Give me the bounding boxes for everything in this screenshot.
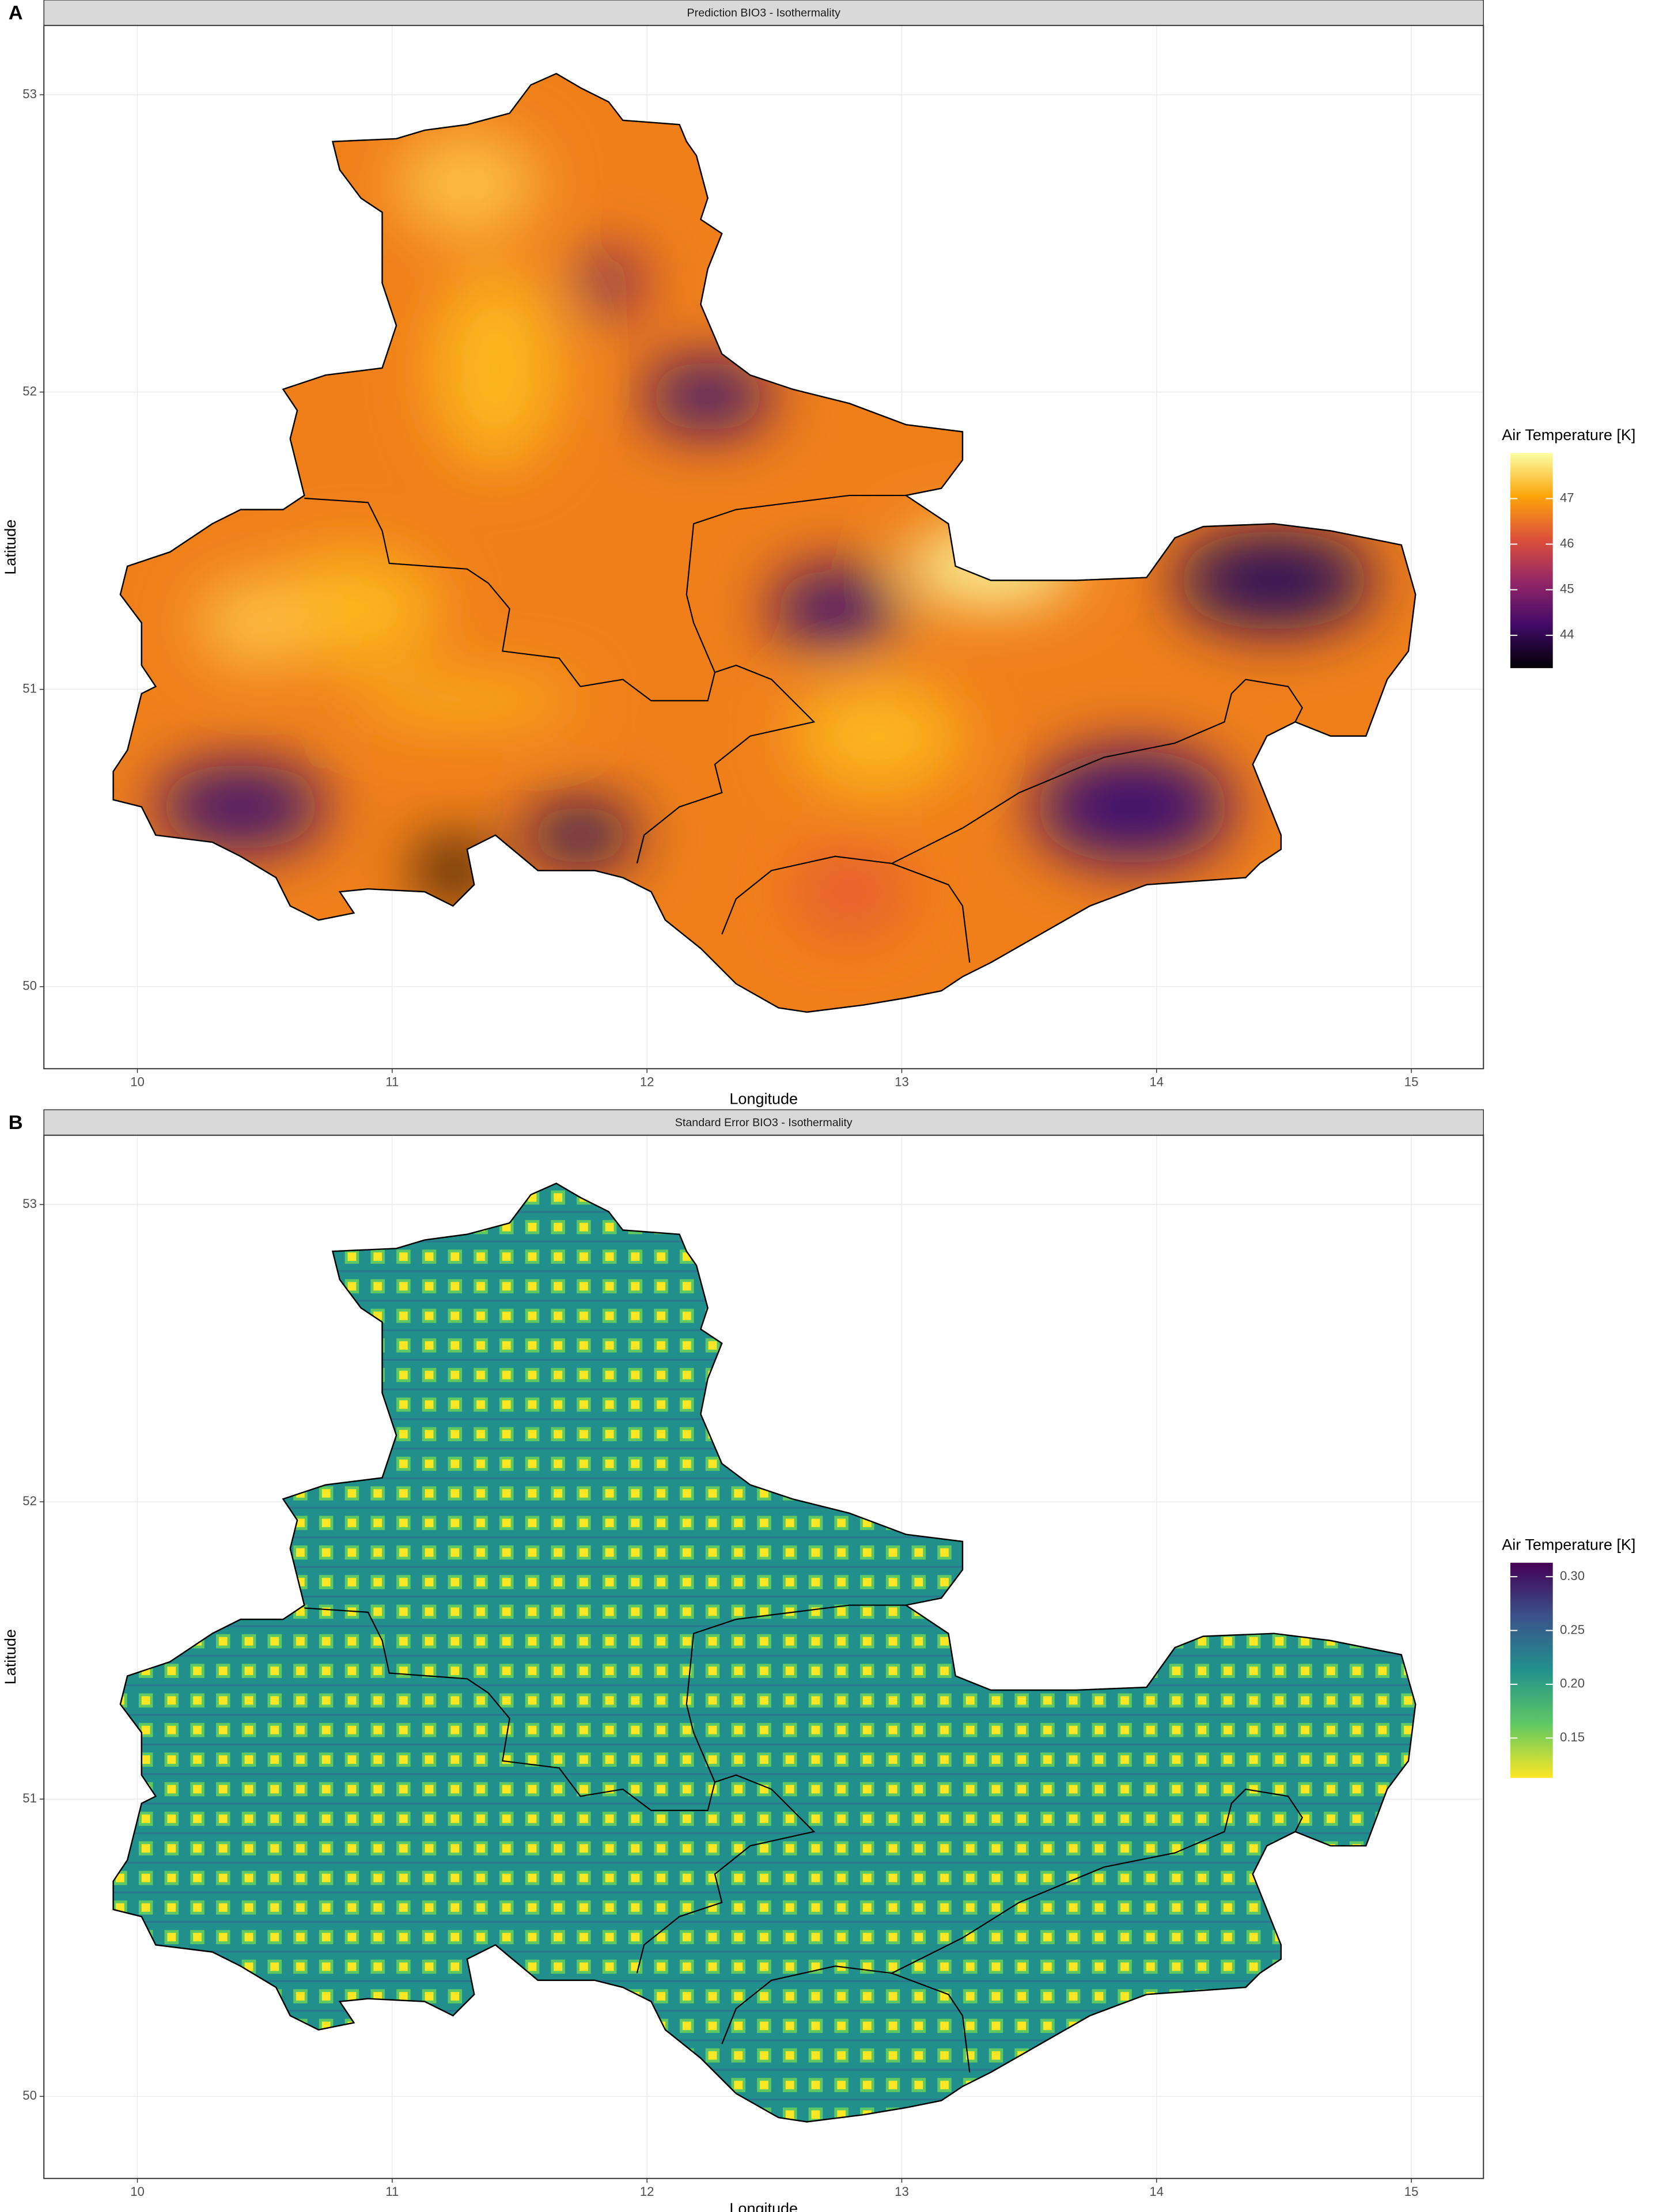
y-tick-label: 50 [22,979,37,993]
x-tick-label: 10 [130,2184,145,2199]
colorbar-tick-label: 44 [1560,627,1574,642]
y-axis-title: Latitude [2,520,19,575]
raster-blob [793,679,963,793]
region-border [721,1965,971,2073]
y-tick-label: 51 [22,1791,37,1805]
strip [43,0,1484,26]
region-border [721,855,971,963]
x-tick-label: 12 [640,1075,654,1089]
raster-blob [198,580,312,665]
plot-frame [43,25,1484,1070]
colorbar-tick-label: 47 [1560,490,1574,505]
raster-blob [354,679,581,722]
colorbar-tick-label: 0.25 [1560,1622,1585,1637]
raster [113,73,1416,1012]
x-tick-label: 13 [895,2184,909,2199]
region-border [891,1788,1304,1974]
strip [43,1109,1484,1136]
raster-blob [577,255,640,312]
raster-blob [156,764,326,850]
raster-blob [396,134,538,234]
raster-blob [771,569,899,649]
region-outline [112,73,1416,1013]
y-tick-label: 52 [22,1494,37,1508]
raster-blob [793,849,906,934]
raster-blob [644,361,772,432]
raster-blob [268,552,439,665]
strip-title: Standard Error BIO3 - Isothermality [675,1116,853,1129]
colorbar [1510,453,1553,668]
region-border [304,1607,816,1974]
x-tick-label: 11 [385,2184,399,2199]
x-tick-label: 15 [1404,2184,1419,2199]
legend-title: Air Temperature [K] [1502,426,1635,444]
raster-blob [1175,531,1373,630]
plot-frame [43,1134,1484,2179]
raster [113,1183,1416,2122]
x-tick-label: 11 [385,1075,399,1089]
colorbar-tick-label: 45 [1560,582,1574,596]
y-axis-title: Latitude [2,1629,19,1684]
colorbar-tick-label: 0.15 [1560,1730,1585,1744]
region-border [685,494,906,673]
y-tick-label: 52 [22,384,37,398]
colorbar-tick-label: 0.20 [1560,1676,1585,1691]
region-border [891,679,1304,864]
colorbar [1510,1562,1553,1778]
legend-title: Air Temperature [K] [1502,1536,1635,1553]
x-tick-label: 12 [640,2184,654,2199]
raster-blob [524,804,637,866]
panel: A Prediction BIO3 - Isothermality 10 11 12 13… [2,0,1635,1107]
x-axis-title: Longitude [729,1090,798,1107]
panel: B Standard Error BIO3 - Isothermality 10 11… [2,1109,1635,2212]
x-axis-title: Longitude [729,2200,798,2212]
x-tick-label: 14 [1149,1075,1164,1089]
x-tick-label: 10 [130,1075,145,1089]
region-border [685,1604,906,1783]
panel-label: B [9,1112,23,1134]
colorbar-tick-label: 46 [1560,536,1574,550]
x-tick-label: 15 [1404,1075,1419,1089]
panel-label: A [9,2,23,24]
x-tick-label: 13 [895,1075,909,1089]
y-tick-label: 53 [22,1196,37,1211]
raster-blob [431,268,559,467]
raster-blobs [156,134,1373,934]
y-tick-label: 53 [22,86,37,101]
y-tick-label: 50 [22,2088,37,2103]
raster-blob [1033,750,1232,863]
y-tick-label: 51 [22,681,37,696]
raster-base [113,1183,1416,2122]
region-border [304,497,816,864]
region-outline [112,1182,1416,2123]
x-tick-label: 14 [1149,2184,1164,2199]
strip-title: Prediction BIO3 - Isothermality [687,7,841,20]
colorbar-tick-label: 0.30 [1560,1569,1585,1583]
